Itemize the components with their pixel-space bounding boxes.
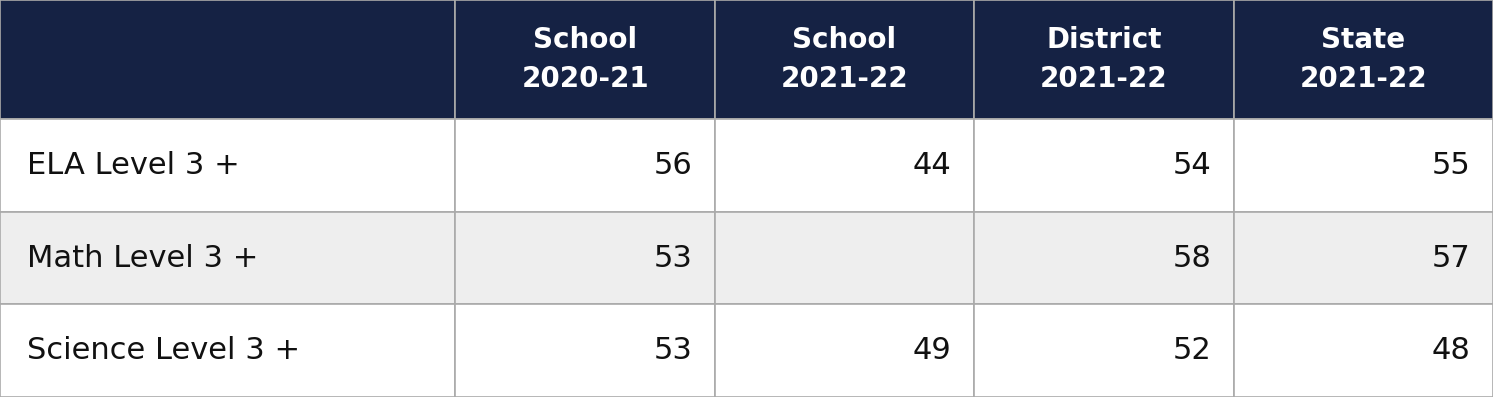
Bar bbox=[715, 119, 973, 212]
Bar bbox=[973, 304, 1233, 397]
Text: 44: 44 bbox=[914, 151, 953, 180]
Bar bbox=[455, 304, 715, 397]
Text: District: District bbox=[1047, 27, 1162, 54]
Text: 2021-22: 2021-22 bbox=[1041, 65, 1168, 93]
Bar bbox=[715, 212, 973, 304]
Text: 57: 57 bbox=[1432, 243, 1471, 272]
Bar bbox=[715, 304, 973, 397]
Bar bbox=[455, 0, 715, 119]
Text: School: School bbox=[793, 27, 896, 54]
Bar bbox=[973, 119, 1233, 212]
Bar bbox=[1233, 304, 1493, 397]
Bar bbox=[0, 0, 455, 119]
Text: 53: 53 bbox=[654, 336, 693, 365]
Bar bbox=[715, 0, 973, 119]
Text: School: School bbox=[533, 27, 638, 54]
Text: 54: 54 bbox=[1172, 151, 1211, 180]
Bar bbox=[1233, 119, 1493, 212]
Bar bbox=[0, 304, 455, 397]
Bar bbox=[1233, 212, 1493, 304]
Bar bbox=[1233, 0, 1493, 119]
Bar bbox=[0, 212, 455, 304]
Text: ELA Level 3 +: ELA Level 3 + bbox=[27, 151, 239, 180]
Text: 49: 49 bbox=[914, 336, 953, 365]
Text: Math Level 3 +: Math Level 3 + bbox=[27, 243, 258, 272]
Text: 2020-21: 2020-21 bbox=[521, 65, 649, 93]
Text: 56: 56 bbox=[654, 151, 693, 180]
Text: State: State bbox=[1321, 27, 1405, 54]
Text: 53: 53 bbox=[654, 243, 693, 272]
Text: 52: 52 bbox=[1172, 336, 1211, 365]
Text: 58: 58 bbox=[1172, 243, 1211, 272]
Text: 2021-22: 2021-22 bbox=[1299, 65, 1427, 93]
Bar bbox=[0, 119, 455, 212]
Bar bbox=[455, 119, 715, 212]
Text: Science Level 3 +: Science Level 3 + bbox=[27, 336, 300, 365]
Text: 55: 55 bbox=[1432, 151, 1471, 180]
Text: 2021-22: 2021-22 bbox=[781, 65, 908, 93]
Bar bbox=[973, 212, 1233, 304]
Bar bbox=[455, 212, 715, 304]
Bar bbox=[973, 0, 1233, 119]
Text: 48: 48 bbox=[1432, 336, 1471, 365]
